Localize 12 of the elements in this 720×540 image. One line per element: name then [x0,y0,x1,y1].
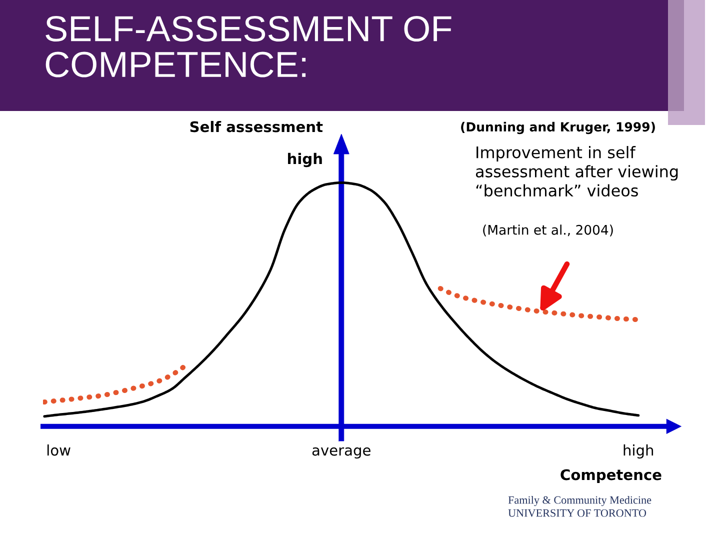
y-axis-title: Self assessment [190,120,323,132]
x-axis-title: Competence [560,469,662,484]
x-tick-label: average [312,447,370,459]
x-tick-label: high [624,444,654,459]
text: high [288,152,322,168]
annotation: Improvement in self assessment after viewing “benchmark” videos [476,146,678,197]
annotation: (Martin et al., 2004) [483,224,613,236]
x-tick-label: low [47,444,70,456]
text: UNIVERSITY OF TORONTO [508,509,646,517]
chart-title: SELF-ASSESSMENT OF COMPETENCE: [46,16,452,78]
text: (Dunning and Kruger, 1999) [461,122,655,134]
text: Family & Community Medicine [508,496,652,506]
